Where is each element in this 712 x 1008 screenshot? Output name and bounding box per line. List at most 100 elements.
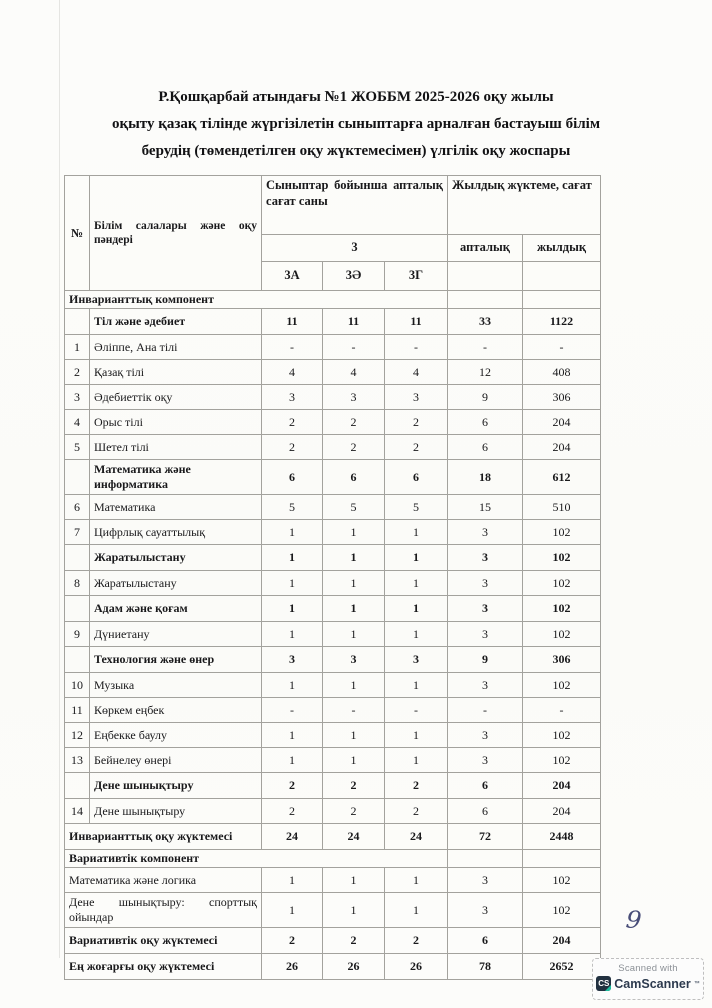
row-number: 3: [64, 384, 90, 410]
row-number: [64, 459, 90, 495]
row-label: Еңбекке баулу: [89, 722, 262, 748]
row-value: 5: [261, 494, 323, 520]
row-value: 1: [383, 747, 449, 773]
table-row-subject: 10 Музыка 1 1 1 3 102: [64, 672, 602, 698]
table-row-section: Вариативтік компонент: [63, 849, 602, 868]
row-value: 12: [447, 359, 524, 385]
row-value: 102: [522, 722, 602, 748]
row-value: 1: [261, 867, 323, 893]
row-label: Шетел тілі: [89, 434, 262, 460]
row-value: -: [522, 697, 602, 723]
row-value: 1: [383, 892, 449, 928]
row-label: Дене шынықтыру: [89, 798, 262, 824]
row-value: 102: [522, 892, 602, 928]
table-row-subject: 4 Орыс тілі 2 2 2 6 204: [64, 409, 602, 435]
row-value: 204: [522, 798, 602, 824]
table-row-subject: 9 Дүниетану 1 1 1 3 102: [64, 621, 602, 647]
row-value: 3: [261, 384, 323, 410]
table-row-subject: 8 Жаратылыстану 1 1 1 3 102: [64, 570, 602, 596]
row-value: 510: [522, 494, 602, 520]
row-value: 2: [383, 927, 449, 954]
row-value: 11: [322, 308, 385, 335]
row-label: Әліппе, Ана тілі: [89, 334, 262, 360]
row-value: 1: [322, 722, 385, 748]
row-value: 3: [447, 672, 524, 698]
row-value: 33: [447, 308, 524, 335]
row-value: 1: [383, 722, 449, 748]
row-label: Тіл және әдебиет: [89, 308, 262, 335]
row-value: 5: [383, 494, 449, 520]
row-label: Әдебиеттік оқу: [89, 384, 262, 410]
table-row-subject: 14 Дене шынықтыру 2 2 2 6 204: [64, 798, 602, 824]
header-no: №: [64, 175, 90, 291]
row-value: 6: [322, 459, 385, 495]
table-row-category: Дене шынықтыру 2 2 2 6 204: [64, 772, 602, 799]
row-value: 3: [447, 747, 524, 773]
row-number: 5: [64, 434, 90, 460]
table-row-subject: 13 Бейнелеу өнері 1 1 1 3 102: [64, 747, 602, 773]
row-value: 1: [383, 519, 449, 545]
row-value: 6: [447, 927, 524, 954]
table-row-subject: 2 Қазақ тілі 4 4 4 12 408: [64, 359, 602, 385]
row-value: 1: [261, 570, 323, 596]
row-value: 24: [261, 823, 323, 850]
row-value: 1: [261, 621, 323, 647]
row-value: 1: [261, 672, 323, 698]
row-number: 4: [64, 409, 90, 435]
row-value: 78: [447, 953, 524, 980]
row-value: 1: [322, 892, 385, 928]
row-value: 1: [261, 519, 323, 545]
row-value: 2: [322, 772, 385, 799]
row-value: -: [383, 697, 449, 723]
row-value: 2: [261, 434, 323, 460]
row-value: -: [383, 334, 449, 360]
header-grade: 3: [260, 234, 449, 262]
row-value: 2: [261, 772, 323, 799]
row-value: 6: [447, 772, 524, 799]
row-value: 18: [447, 459, 524, 495]
row-value: 1: [322, 519, 385, 545]
row-value: 3: [447, 722, 524, 748]
header-class-3ae: 3Ә: [322, 261, 385, 291]
row-value: 1: [383, 867, 449, 893]
row-value: 204: [522, 409, 602, 435]
document-title: Р.Қошқарбай атындағы №1 ЖОББМ 2025-2026 …: [72, 84, 640, 165]
row-value: 3: [447, 621, 524, 647]
row-value: 1: [383, 544, 449, 571]
table-row-subject: 7 Цифрлық сауаттылық 1 1 1 3 102: [64, 519, 602, 545]
row-label: Адам және қоғам: [89, 595, 262, 622]
camscanner-badge: Scanned with CS CamScanner ™: [592, 958, 704, 1000]
row-value: 1: [322, 595, 385, 622]
row-value: 1: [261, 544, 323, 571]
section-label: Вариативтік компонент: [63, 849, 449, 868]
row-value: 24: [322, 823, 385, 850]
table-row-category: Технология және өнер 3 3 3 9 306: [64, 646, 602, 673]
empty-cell: [522, 849, 602, 868]
row-value: -: [522, 334, 602, 360]
row-value: 102: [522, 570, 602, 596]
row-label: Жаратылыстану: [89, 570, 262, 596]
row-value: 204: [522, 434, 602, 460]
row-value: 1: [322, 621, 385, 647]
row-value: 6: [447, 409, 524, 435]
row-label: Технология және өнер: [89, 646, 262, 673]
table-row-subject: 12 Еңбекке баулу 1 1 1 3 102: [64, 722, 602, 748]
table-row-category: Математика және информатика 6 6 6 18 612: [64, 459, 602, 495]
row-value: 3: [322, 646, 385, 673]
row-value: 5: [322, 494, 385, 520]
row-value: 2: [322, 927, 385, 954]
empty-cell: [447, 290, 524, 309]
header-yearly-load-group: Жылдық жүктеме, сағат: [447, 175, 602, 235]
row-value: 9: [447, 384, 524, 410]
row-value: 2: [261, 798, 323, 824]
row-value: 408: [522, 359, 602, 385]
row-value: 2: [261, 409, 323, 435]
row-value: 3: [447, 570, 524, 596]
row-value: 306: [522, 384, 602, 410]
row-value: 24: [383, 823, 449, 850]
header-empty-cell: [447, 261, 524, 291]
row-value: 3: [447, 519, 524, 545]
row-value: 102: [522, 672, 602, 698]
handwritten-page-number: 9: [624, 905, 643, 935]
section-label: Инварианттық компонент: [63, 290, 449, 309]
